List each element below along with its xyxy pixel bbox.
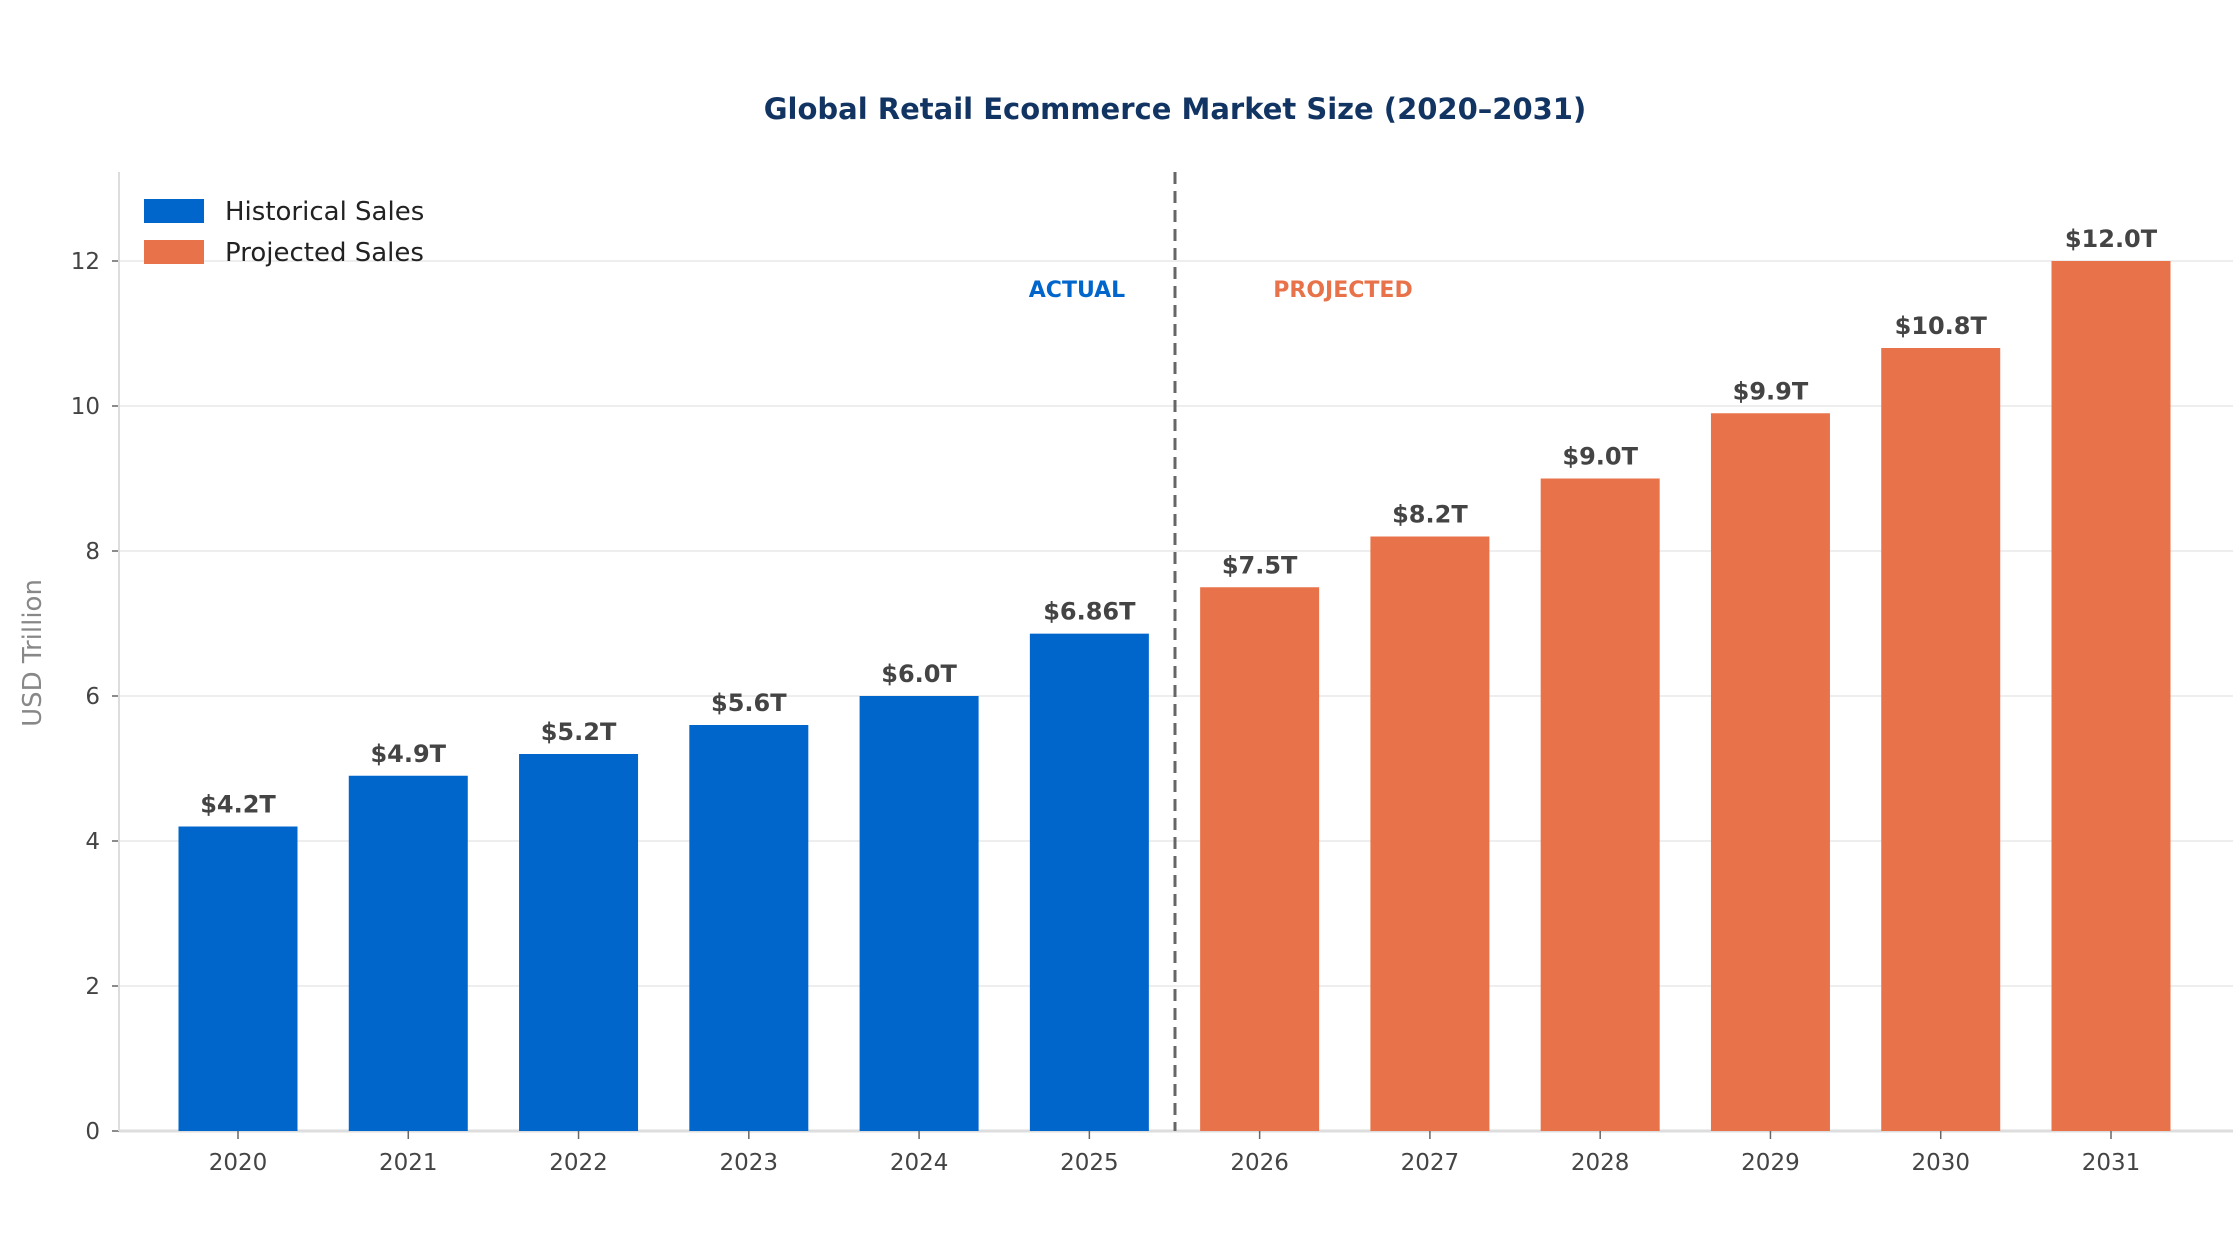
y-axis-ticks: 0 2 4 6 8 10 12 <box>71 249 119 1145</box>
bars: $4.2T $4.9T $5.2T $5.6T $6.0T $6.86T $7.5T $8.2… <box>178 225 2171 1131</box>
x-tick-label: 2028 <box>1571 1150 1630 1176</box>
y-tick-label: 6 <box>85 684 100 710</box>
legend-swatch-historical <box>144 199 204 223</box>
bar-2024 <box>859 696 979 1131</box>
data-label-2030: $10.8T <box>1895 312 1988 340</box>
x-tick-label: 2021 <box>379 1150 438 1176</box>
actual-label: ACTUAL <box>1029 278 1125 303</box>
bar-2027 <box>1370 536 1490 1131</box>
bar-2026 <box>1200 587 1320 1131</box>
x-tick-label: 2031 <box>2082 1150 2141 1176</box>
data-label-2026: $7.5T <box>1222 551 1298 579</box>
bar-2028 <box>1540 478 1660 1131</box>
x-tick-label: 2030 <box>1911 1150 1970 1176</box>
x-tick-label: 2025 <box>1060 1150 1119 1176</box>
data-label-2025: $6.86T <box>1043 598 1136 626</box>
y-tick-label: 10 <box>71 394 100 420</box>
bar-2030 <box>1881 348 2001 1131</box>
data-label-2029: $9.9T <box>1733 377 1809 405</box>
data-label-2024: $6.0T <box>881 660 957 688</box>
bar-2031 <box>2051 261 2171 1131</box>
x-tick-label: 2023 <box>720 1150 779 1176</box>
chart-title: Global Retail Ecommerce Market Size (202… <box>764 92 1587 126</box>
y-tick-label: 12 <box>71 249 100 275</box>
x-tick-label: 2020 <box>209 1150 268 1176</box>
bar-2021 <box>348 775 468 1131</box>
bar-2029 <box>1710 413 1830 1131</box>
x-tick-label: 2029 <box>1741 1150 1800 1176</box>
data-label-2031: $12.0T <box>2065 225 2158 253</box>
data-label-2020: $4.2T <box>200 791 276 819</box>
bar-2020 <box>178 826 298 1131</box>
data-label-2021: $4.9T <box>370 740 446 768</box>
legend-swatch-projected <box>144 240 204 264</box>
y-axis-label: USD Trillion <box>18 579 48 727</box>
y-tick-label: 4 <box>85 829 100 855</box>
legend: Historical Sales Projected Sales <box>144 197 424 268</box>
bar-2022 <box>519 754 639 1131</box>
x-tick-label: 2024 <box>890 1150 949 1176</box>
y-tick-label: 2 <box>85 974 100 1000</box>
y-tick-label: 0 <box>85 1119 100 1145</box>
bar-2023 <box>689 725 809 1131</box>
data-label-2022: $5.2T <box>541 718 617 746</box>
data-label-2023: $5.6T <box>711 689 787 717</box>
x-axis-ticks: 2020 2021 2022 2023 2024 2025 2026 2027 2028 2029… <box>209 1131 2141 1176</box>
data-label-2028: $9.0T <box>1562 443 1638 471</box>
x-tick-label: 2027 <box>1401 1150 1460 1176</box>
legend-label-projected: Projected Sales <box>225 238 424 268</box>
bar-2025 <box>1029 633 1149 1131</box>
legend-label-historical: Historical Sales <box>225 197 424 227</box>
data-label-2027: $8.2T <box>1392 501 1468 529</box>
x-tick-label: 2022 <box>549 1150 608 1176</box>
projected-label: PROJECTED <box>1273 278 1412 303</box>
y-tick-label: 8 <box>85 539 100 565</box>
x-tick-label: 2026 <box>1230 1150 1289 1176</box>
